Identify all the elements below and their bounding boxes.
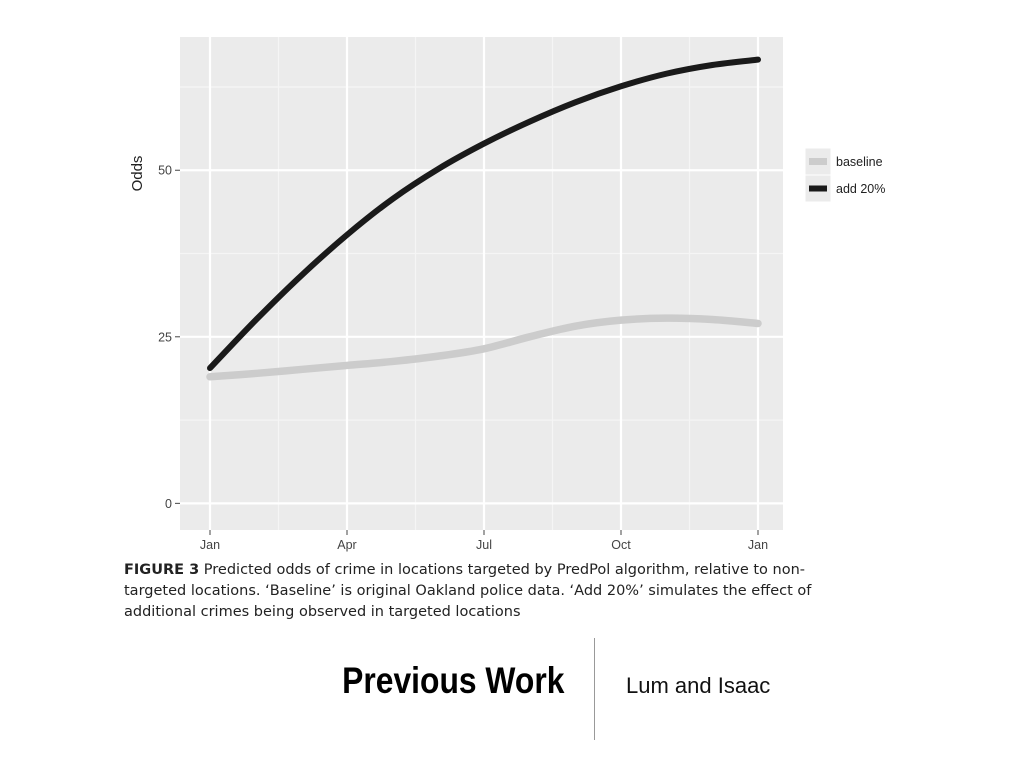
series-line-add-20	[207, 56, 761, 372]
legend-label-add-20: add 20%	[836, 182, 885, 196]
slide-title: Previous Work	[341, 660, 564, 701]
y-axis-label: Odds	[129, 156, 146, 192]
y-tick-label: 50	[158, 164, 172, 178]
y-tick-label: 0	[165, 497, 172, 511]
x-tick-label: Jul	[476, 538, 492, 552]
figure-label: FIGURE 3	[124, 562, 200, 578]
series-line-baseline	[206, 314, 762, 381]
plot-panel	[180, 37, 783, 530]
figure-caption-text: Predicted odds of crime in locations tar…	[124, 562, 812, 620]
x-tick-label: Jan	[748, 538, 768, 552]
footer-divider	[594, 638, 595, 740]
slide-subtitle: Lum and Isaac	[626, 673, 771, 698]
figure-caption: FIGURE 3 Predicted odds of crime in loca…	[124, 560, 864, 623]
x-tick-label: Jan	[200, 538, 220, 552]
odds-line-chart: 0 25 50 Jan Apr Jul Oct Jan Odds baseline add 20%	[129, 37, 885, 552]
x-tick-label: Apr	[337, 538, 356, 552]
x-tick-label: Oct	[611, 538, 631, 552]
y-tick-label: 25	[158, 330, 172, 344]
legend-label-baseline: baseline	[836, 155, 883, 169]
